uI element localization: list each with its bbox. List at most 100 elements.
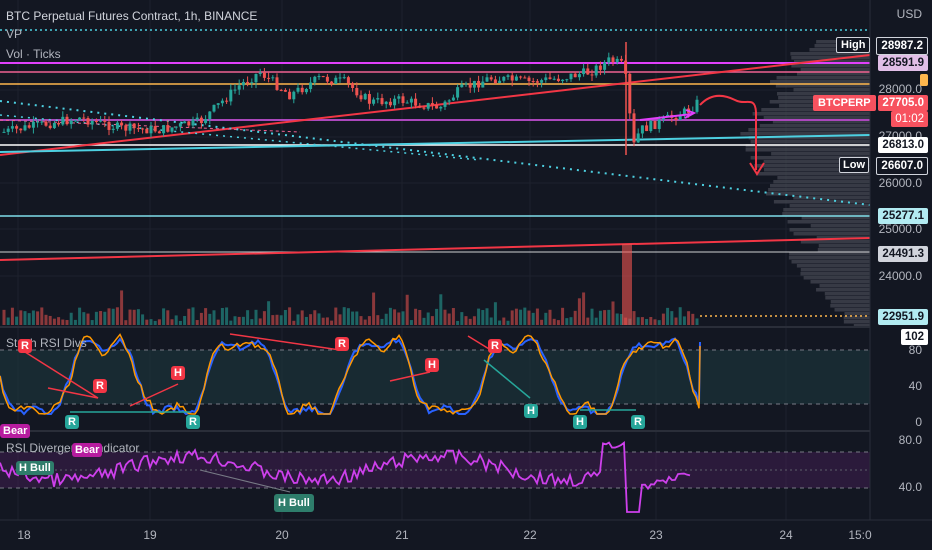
level-25277: 25277.1	[878, 208, 928, 224]
volume-bar	[405, 294, 409, 325]
volume-profile-bar	[800, 268, 870, 272]
candle-body	[678, 115, 682, 121]
volume-bar	[426, 312, 430, 325]
candle-body	[401, 96, 405, 104]
volume-bar	[519, 309, 523, 325]
date-label: 24	[779, 528, 793, 542]
volume-bar	[367, 316, 371, 325]
currency-label[interactable]: USD	[896, 7, 922, 21]
candle-body	[645, 125, 649, 132]
stoch-hidden-bull-tag: H	[573, 415, 587, 429]
volume-bar	[531, 312, 535, 325]
volume-bar	[477, 308, 481, 325]
volume-bar	[460, 312, 464, 325]
candle-body	[23, 125, 27, 131]
candle-body	[99, 120, 103, 122]
candle-body	[594, 65, 598, 76]
candle-body	[183, 121, 187, 124]
vp-indicator-label[interactable]: VP	[6, 27, 23, 41]
candle-body	[376, 98, 380, 100]
stoch-bear-tag: R	[335, 337, 349, 351]
stoch-bull-tag: R	[65, 415, 79, 429]
candle-body	[208, 111, 212, 119]
volume-indicator-label[interactable]: Vol · Ticks	[6, 47, 61, 61]
volume-profile-bar	[789, 252, 870, 256]
candle-body	[367, 94, 371, 104]
candle-body	[145, 128, 149, 134]
volume-bar	[590, 308, 594, 325]
volume-bar	[149, 319, 153, 325]
volume-bar	[225, 307, 229, 325]
volume-profile	[740, 40, 870, 328]
candle-body	[10, 126, 14, 129]
volume-bar	[540, 319, 544, 325]
volume-bar	[640, 317, 644, 325]
candle-body	[6, 128, 10, 132]
volume-bar	[220, 307, 224, 325]
candle-body	[225, 100, 229, 102]
candle-body	[380, 98, 384, 105]
price-candles	[2, 42, 699, 155]
candle-body	[548, 77, 552, 79]
volume-profile-bar	[803, 276, 870, 280]
candle-body	[195, 117, 199, 120]
volume-bar	[40, 307, 44, 325]
volume-bar	[204, 308, 208, 325]
volume-bar	[443, 309, 447, 325]
volume-bar	[309, 314, 313, 325]
candle-body	[124, 125, 128, 131]
volume-profile-bar	[844, 312, 870, 316]
volume-bar	[191, 307, 195, 325]
volume-bar	[485, 308, 489, 325]
candle-body	[603, 62, 607, 70]
candle-body	[422, 107, 426, 109]
volume-profile-bar	[800, 272, 870, 276]
date-label: 23	[649, 528, 663, 542]
candle-body	[619, 58, 623, 61]
date-label: 19	[143, 528, 157, 542]
candle-body	[166, 125, 170, 132]
low-tag: Low	[839, 157, 869, 173]
volume-bar	[514, 308, 518, 325]
stoch-tick-40: 40	[908, 379, 922, 393]
volume-bar	[254, 309, 258, 325]
volume-profile-bar	[754, 164, 870, 168]
candle-body	[40, 121, 44, 123]
price-tick-26000: 26000.0	[878, 176, 922, 190]
volume-bar	[283, 309, 287, 325]
candle-body	[300, 87, 304, 93]
volume-bar	[548, 309, 552, 325]
candle-body	[552, 78, 556, 80]
candle-body	[682, 108, 686, 116]
candle-body	[212, 104, 216, 112]
volume-bar	[657, 320, 661, 325]
volume-profile-bar	[768, 188, 870, 192]
candle-body	[275, 77, 279, 90]
volume-profile-bar	[843, 316, 870, 320]
symbol-title[interactable]: BTC Perpetual Futures Contract, 1h, BINA…	[6, 9, 258, 23]
candle-body	[372, 99, 376, 104]
volume-bar	[288, 307, 292, 325]
volume-profile-bar	[787, 220, 870, 224]
volume-bar	[111, 308, 115, 325]
volume-bar	[636, 317, 640, 325]
volume-bar	[645, 318, 649, 325]
volume-bar	[44, 314, 48, 325]
volume-profile-bar	[773, 200, 870, 204]
volume-profile-bar	[763, 116, 870, 120]
candle-body	[313, 76, 317, 83]
volume-bar	[27, 313, 31, 325]
volume-bar	[561, 307, 565, 325]
volume-bar	[136, 309, 140, 325]
date-label: 21	[395, 528, 409, 542]
volume-bar	[90, 320, 94, 325]
volume-bar	[666, 307, 670, 325]
volume-bar	[73, 319, 77, 325]
volume-bar	[502, 317, 506, 325]
stoch-bull-tag: R	[631, 415, 645, 429]
candle-body	[36, 121, 40, 123]
candle-body	[649, 120, 653, 132]
volume-bar	[481, 310, 485, 325]
candle-body	[111, 128, 115, 130]
